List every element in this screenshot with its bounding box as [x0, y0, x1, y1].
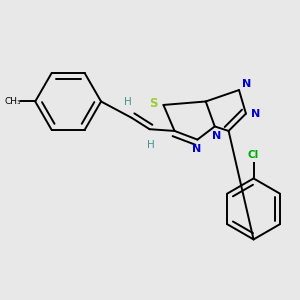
Text: N: N	[242, 80, 251, 89]
Text: N: N	[251, 109, 260, 118]
Text: Cl: Cl	[248, 150, 259, 160]
Text: N: N	[212, 131, 221, 141]
Text: H: H	[124, 98, 132, 107]
Text: N: N	[192, 144, 201, 154]
Text: H: H	[147, 140, 155, 150]
Text: CH₃: CH₃	[4, 97, 21, 106]
Text: S: S	[149, 97, 158, 110]
